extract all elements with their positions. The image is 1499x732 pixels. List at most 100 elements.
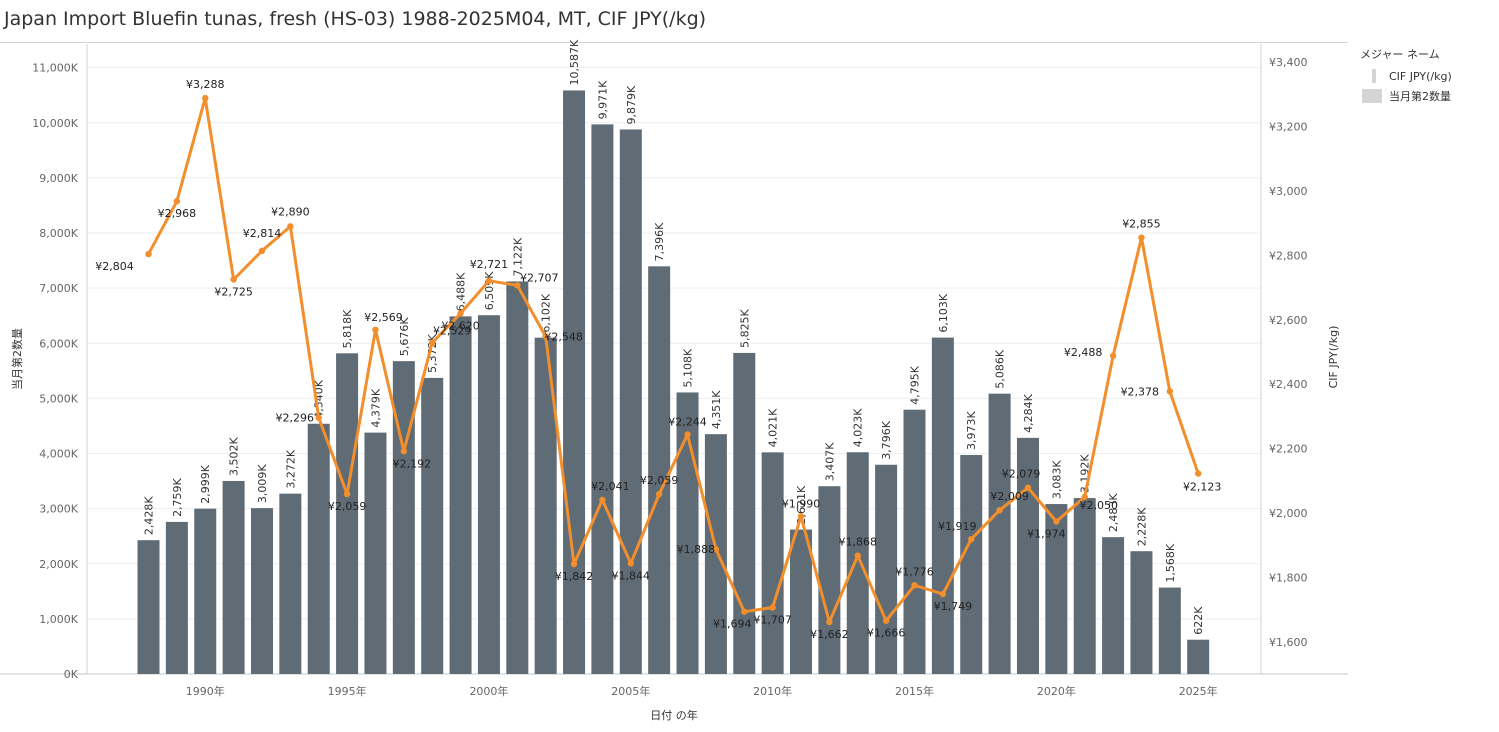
line-point bbox=[173, 198, 181, 205]
right-tick-label: ¥2,000 bbox=[1269, 507, 1308, 520]
line-label: ¥2,725 bbox=[214, 286, 253, 299]
bar-label: 4,021K bbox=[767, 408, 780, 447]
left-tick-label: 3,000K bbox=[39, 503, 78, 516]
bar-label: 3,272K bbox=[284, 449, 297, 488]
line-label: ¥2,804 bbox=[95, 260, 134, 273]
line-label: ¥2,721 bbox=[470, 258, 509, 271]
line-point bbox=[485, 277, 493, 285]
line-label: ¥1,990 bbox=[782, 497, 821, 510]
left-tick-label: 7,000K bbox=[39, 282, 78, 295]
line-label: ¥1,868 bbox=[839, 536, 878, 549]
bar bbox=[477, 315, 500, 674]
bar-label: 5,818K bbox=[341, 309, 354, 348]
line-label: ¥2,296 bbox=[275, 412, 314, 425]
bar bbox=[1045, 504, 1068, 674]
line-point bbox=[712, 546, 720, 553]
line-point bbox=[996, 507, 1003, 514]
line-label: ¥2,488 bbox=[1064, 346, 1103, 359]
legend-bar-swatch bbox=[1362, 89, 1382, 103]
line-point bbox=[684, 431, 691, 438]
line-point bbox=[287, 223, 294, 230]
line-label: ¥2,244 bbox=[668, 416, 707, 429]
legend-line-swatch bbox=[1372, 69, 1376, 83]
left-tick-label: 2,000K bbox=[39, 558, 78, 571]
bar bbox=[563, 90, 586, 674]
line-label: ¥2,707 bbox=[520, 271, 559, 284]
line-point bbox=[797, 513, 805, 520]
bar-label: 9,971K bbox=[596, 80, 609, 119]
legend-title: メジャー ネーム bbox=[1360, 48, 1440, 61]
price-line bbox=[147, 96, 1200, 624]
line-label: ¥1,776 bbox=[895, 565, 934, 578]
line-label: ¥2,968 bbox=[158, 207, 197, 220]
combo-chart: 0K 1,000K 2,000K 3,000K 4,000K 5,000K 6,000K 7,… bbox=[0, 39, 1348, 722]
bar bbox=[364, 432, 387, 674]
bar bbox=[449, 316, 472, 674]
bar-label: 2,428K bbox=[143, 496, 156, 535]
bar-label: 3,796K bbox=[880, 420, 893, 459]
right-tick-label: ¥1,600 bbox=[1269, 636, 1308, 649]
line-point bbox=[655, 490, 663, 498]
right-tick-label: ¥3,000 bbox=[1269, 185, 1308, 198]
line-label: ¥3,288 bbox=[186, 78, 225, 91]
line-point bbox=[457, 310, 464, 317]
bar-label: 3,083K bbox=[1050, 460, 1063, 499]
bar-label: 6,103K bbox=[937, 293, 950, 332]
legend-label-price: CIF JPY(/kg) bbox=[1389, 69, 1452, 83]
line-point bbox=[1194, 470, 1202, 477]
line-point bbox=[258, 247, 266, 255]
bar-label: 9,879K bbox=[625, 85, 638, 124]
line-point bbox=[514, 282, 521, 289]
right-tick-label: ¥3,200 bbox=[1269, 120, 1308, 133]
bar bbox=[648, 266, 671, 674]
bar bbox=[421, 377, 444, 674]
line-point bbox=[826, 618, 833, 626]
line-label: ¥2,059 bbox=[328, 500, 367, 513]
title-divider bbox=[0, 42, 1348, 43]
x-tick-label: 2000年 bbox=[469, 684, 508, 698]
legend-item-quantity[interactable]: 当月第2数量 bbox=[1360, 86, 1452, 106]
line-point bbox=[230, 276, 237, 283]
line-point bbox=[429, 339, 436, 346]
bar bbox=[250, 508, 273, 674]
line-label: ¥1,694 bbox=[713, 618, 752, 631]
line-label: ¥2,855 bbox=[1122, 218, 1161, 231]
line-point bbox=[1024, 484, 1032, 491]
legend-item-price[interactable]: CIF JPY(/kg) bbox=[1360, 66, 1452, 86]
bar-label: 7,122K bbox=[511, 237, 524, 276]
line-label: ¥1,888 bbox=[677, 543, 716, 556]
bar bbox=[1016, 437, 1039, 674]
bar bbox=[1130, 551, 1153, 674]
bar-label: 2,999K bbox=[199, 464, 212, 503]
line-label: ¥1,844 bbox=[612, 569, 651, 582]
line-point bbox=[542, 333, 549, 340]
left-tick-label: 0K bbox=[64, 668, 79, 681]
line-label: ¥2,890 bbox=[271, 205, 310, 218]
right-tick-label: ¥2,400 bbox=[1269, 378, 1308, 391]
line-series bbox=[145, 94, 1202, 626]
bar bbox=[222, 480, 245, 674]
line-point bbox=[1109, 352, 1117, 360]
bar-label: 2,483K bbox=[1107, 493, 1120, 532]
left-tick-label: 8,000K bbox=[39, 227, 78, 240]
line-label: ¥2,041 bbox=[591, 480, 630, 493]
right-axis-title: CIF JPY(/kg) bbox=[1327, 326, 1340, 389]
line-point bbox=[1053, 518, 1060, 525]
bar bbox=[846, 452, 869, 674]
line-point bbox=[854, 552, 861, 559]
line-point bbox=[1166, 388, 1174, 395]
x-tick-label: 2010年 bbox=[753, 684, 792, 698]
line-point bbox=[343, 490, 351, 498]
line-label: ¥1,666 bbox=[867, 627, 906, 640]
bar bbox=[307, 423, 330, 674]
line-label: ¥1,974 bbox=[1027, 527, 1066, 540]
bar-label: 7,396K bbox=[653, 222, 666, 261]
line-label: ¥2,009 bbox=[990, 490, 1029, 503]
line-label: ¥2,529 bbox=[433, 325, 472, 338]
line-point bbox=[372, 326, 379, 333]
line-point bbox=[769, 604, 776, 611]
line-point bbox=[939, 590, 947, 598]
right-tick-label: ¥2,800 bbox=[1269, 249, 1308, 262]
x-tick-label: 2020年 bbox=[1037, 684, 1076, 698]
x-tick-label: 1990年 bbox=[186, 684, 225, 698]
